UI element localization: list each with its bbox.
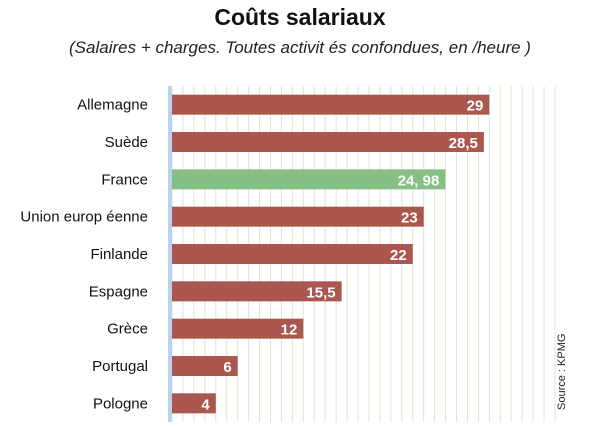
value-label: 24, 98	[398, 172, 440, 189]
bar	[172, 132, 484, 152]
bar	[172, 393, 216, 414]
value-label: 29	[467, 98, 484, 115]
bar	[172, 244, 413, 264]
category-label: Grèce	[107, 321, 148, 338]
bar	[172, 318, 304, 339]
bar	[172, 94, 490, 115]
value-label: 4	[201, 396, 210, 413]
value-label: 15,5	[306, 284, 335, 301]
category-label: Espagne	[89, 283, 148, 300]
chart-title: Coûts salariaux	[214, 4, 386, 30]
value-label: 23	[401, 210, 418, 227]
value-label: 6	[223, 359, 231, 376]
bar	[172, 169, 446, 190]
value-label: 12	[281, 322, 298, 339]
category-label: Suède	[105, 134, 148, 151]
bar	[172, 356, 238, 376]
value-label: 22	[390, 247, 407, 264]
category-label: Portugal	[92, 358, 148, 375]
bar	[172, 206, 424, 227]
category-label: Union europ éenne	[20, 209, 148, 226]
bar	[172, 281, 342, 302]
category-label: France	[101, 171, 148, 188]
category-label: Pologne	[93, 395, 148, 412]
category-label: Finlande	[90, 246, 148, 263]
category-label: Allemagne	[77, 97, 148, 114]
value-label: 28,5	[449, 135, 478, 152]
source-label: Source : KPMG	[556, 333, 568, 410]
chart-subtitle: (Salaires + charges. Toutes activit és c…	[69, 38, 531, 57]
y-axis	[168, 86, 172, 422]
